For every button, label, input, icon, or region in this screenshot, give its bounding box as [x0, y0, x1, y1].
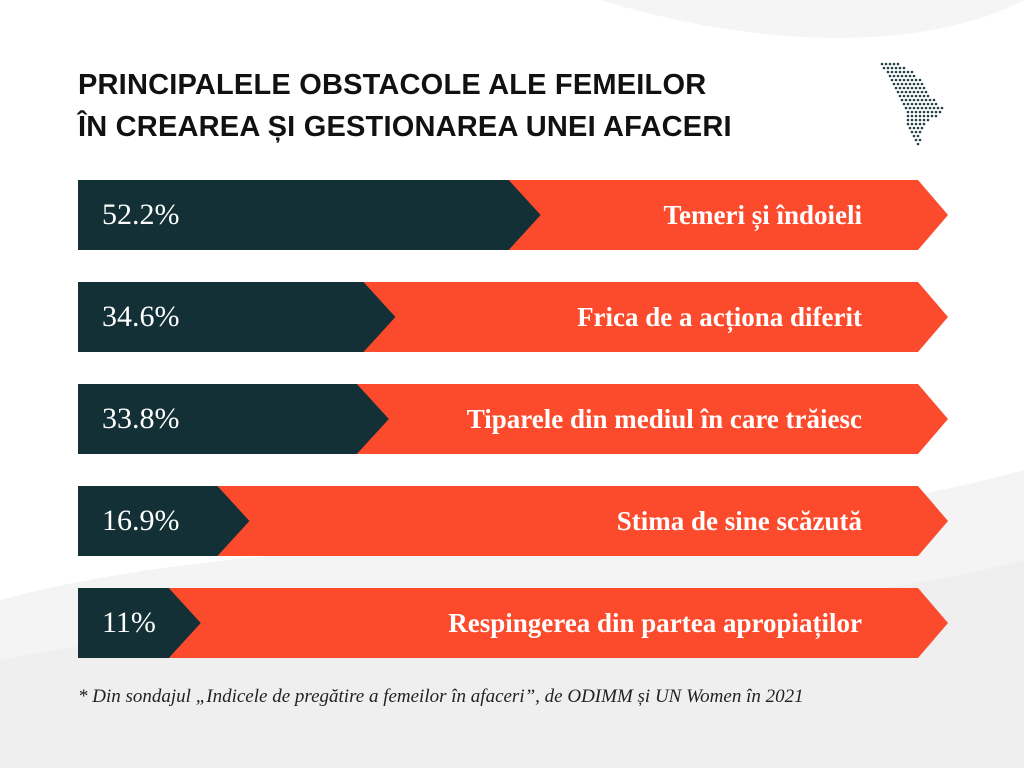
bar-value-mark — [78, 282, 396, 352]
bar-value-label: 52.2% — [102, 198, 180, 231]
bar-row: 34.6% Frica de a acționa diferit — [78, 282, 948, 352]
bar-row: 33.8% Tiparele din mediul în care trăiesc — [78, 384, 948, 454]
bar-row: 16.9% Stima de sine scăzută — [78, 486, 948, 556]
chart-title-line-2: ÎN CREAREA ȘI GESTIONAREA UNEI AFACERI — [78, 111, 732, 143]
bar-value-mark — [78, 384, 389, 454]
bar-value-label: 33.8% — [102, 402, 180, 435]
bar-shape — [78, 384, 948, 454]
bar-shape — [78, 282, 948, 352]
bar-value-label: 34.6% — [102, 300, 180, 333]
bar-category-label: Tiparele din mediul în care trăiesc — [466, 404, 862, 434]
bar-value-label: 16.9% — [102, 504, 180, 537]
chart-title: PRINCIPALELE OBSTACOLE ALE FEMEILOR ÎN C… — [78, 64, 732, 148]
bar-value-mark — [78, 180, 541, 250]
bar-row: 52.2% Temeri și îndoieli — [78, 180, 948, 250]
footnote: * Din sondajul „Indicele de pregătire a … — [78, 686, 804, 707]
bar-category-label: Respingerea din partea apropiaților — [448, 608, 862, 638]
moldova-dotted-map-icon — [880, 62, 944, 146]
chart-title-line-1: PRINCIPALELE OBSTACOLE ALE FEMEILOR — [78, 69, 707, 101]
bar-row: 11% Respingerea din partea apropiaților — [78, 588, 948, 658]
bar-value-label: 11% — [102, 606, 156, 639]
bar-category-label: Stima de sine scăzută — [616, 506, 862, 536]
bar-category-label: Frica de a acționa diferit — [577, 302, 862, 332]
bar-shape — [78, 180, 948, 250]
bar-category-label: Temeri și îndoieli — [663, 200, 862, 230]
